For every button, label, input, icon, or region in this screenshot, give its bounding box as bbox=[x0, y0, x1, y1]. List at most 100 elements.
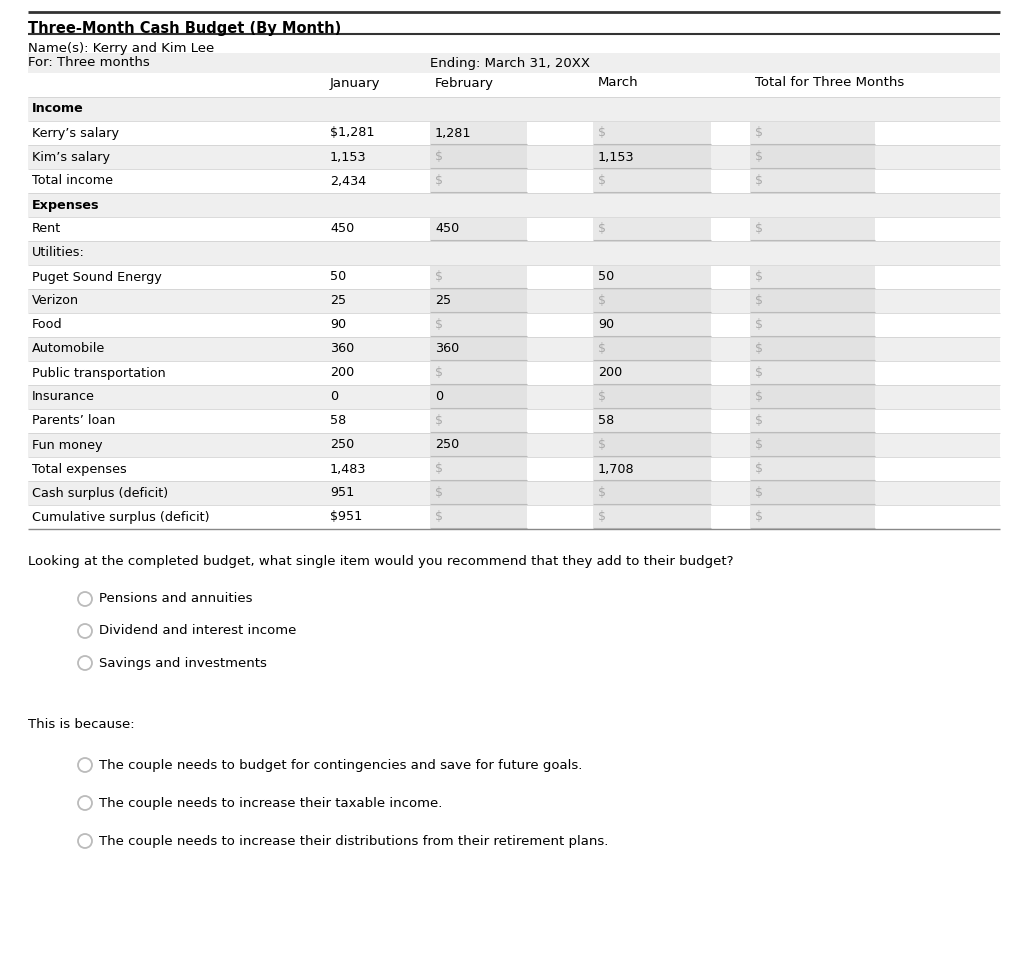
Text: Pensions and annuities: Pensions and annuities bbox=[99, 593, 253, 605]
Bar bbox=[750, 482, 874, 504]
Bar bbox=[430, 458, 527, 480]
Bar bbox=[750, 290, 874, 312]
Text: $: $ bbox=[755, 390, 763, 404]
Text: 25: 25 bbox=[435, 294, 452, 308]
Bar bbox=[430, 386, 527, 408]
Text: 58: 58 bbox=[330, 415, 346, 427]
Text: 951: 951 bbox=[330, 487, 354, 499]
Text: February: February bbox=[435, 76, 494, 90]
Bar bbox=[750, 146, 874, 168]
Text: $: $ bbox=[598, 174, 606, 188]
Text: $: $ bbox=[755, 415, 763, 427]
Text: 0: 0 bbox=[435, 390, 443, 404]
Text: Public transportation: Public transportation bbox=[32, 366, 166, 380]
Text: Food: Food bbox=[32, 318, 62, 332]
Text: 360: 360 bbox=[330, 342, 354, 356]
Bar bbox=[750, 434, 874, 456]
Bar bbox=[593, 266, 711, 288]
Text: Total expenses: Total expenses bbox=[32, 463, 127, 475]
Text: Kim’s salary: Kim’s salary bbox=[32, 150, 110, 164]
Bar bbox=[28, 289, 1000, 313]
Bar bbox=[430, 170, 527, 192]
Text: $: $ bbox=[755, 511, 763, 523]
Text: Automobile: Automobile bbox=[32, 342, 105, 356]
Text: 360: 360 bbox=[435, 342, 459, 356]
Text: $: $ bbox=[435, 415, 443, 427]
Text: Cash surplus (deficit): Cash surplus (deficit) bbox=[32, 487, 168, 499]
Text: March: March bbox=[598, 76, 639, 90]
Text: The couple needs to increase their distributions from their retirement plans.: The couple needs to increase their distr… bbox=[99, 835, 608, 847]
Bar bbox=[750, 218, 874, 240]
Bar bbox=[593, 122, 711, 144]
Text: 450: 450 bbox=[435, 223, 459, 235]
Bar bbox=[28, 241, 1000, 265]
Text: $: $ bbox=[435, 318, 443, 332]
Text: Ending: March 31, 20XX: Ending: March 31, 20XX bbox=[430, 57, 590, 69]
Text: $: $ bbox=[435, 511, 443, 523]
Text: 50: 50 bbox=[330, 271, 346, 283]
Text: Looking at the completed budget, what single item would you recommend that they : Looking at the completed budget, what si… bbox=[28, 554, 733, 568]
Text: Total income: Total income bbox=[32, 174, 113, 188]
Text: 250: 250 bbox=[330, 439, 354, 451]
Text: Total for Three Months: Total for Three Months bbox=[755, 76, 904, 90]
Text: 250: 250 bbox=[435, 439, 459, 451]
Bar bbox=[430, 266, 527, 288]
Bar bbox=[750, 314, 874, 336]
Bar bbox=[28, 97, 1000, 121]
Bar bbox=[28, 53, 1000, 73]
Bar bbox=[593, 482, 711, 504]
Bar bbox=[750, 506, 874, 528]
Text: $: $ bbox=[598, 487, 606, 499]
Text: 450: 450 bbox=[330, 223, 354, 235]
Text: 1,153: 1,153 bbox=[598, 150, 635, 164]
Bar bbox=[430, 434, 527, 456]
Bar bbox=[28, 145, 1000, 169]
Bar bbox=[593, 218, 711, 240]
Text: $: $ bbox=[435, 487, 443, 499]
Text: Rent: Rent bbox=[32, 223, 61, 235]
Text: $: $ bbox=[755, 318, 763, 332]
Text: $: $ bbox=[598, 390, 606, 404]
Text: $: $ bbox=[755, 174, 763, 188]
Bar bbox=[750, 362, 874, 384]
Text: $: $ bbox=[598, 342, 606, 356]
Text: $: $ bbox=[598, 294, 606, 308]
Bar bbox=[430, 506, 527, 528]
Bar bbox=[750, 386, 874, 408]
Text: 200: 200 bbox=[598, 366, 623, 380]
Bar bbox=[430, 314, 527, 336]
Text: $: $ bbox=[435, 463, 443, 475]
Text: 1,153: 1,153 bbox=[330, 150, 367, 164]
Text: 90: 90 bbox=[598, 318, 614, 332]
Text: Expenses: Expenses bbox=[32, 199, 99, 211]
Text: $: $ bbox=[755, 439, 763, 451]
Text: This is because:: This is because: bbox=[28, 718, 134, 732]
Text: $: $ bbox=[755, 126, 763, 140]
Text: $: $ bbox=[598, 126, 606, 140]
Bar bbox=[28, 433, 1000, 457]
Bar bbox=[593, 290, 711, 312]
Text: Cumulative surplus (deficit): Cumulative surplus (deficit) bbox=[32, 511, 210, 523]
Text: $: $ bbox=[755, 271, 763, 283]
Bar bbox=[750, 266, 874, 288]
Bar bbox=[750, 338, 874, 360]
Text: $1,281: $1,281 bbox=[330, 126, 375, 140]
Bar bbox=[593, 434, 711, 456]
Text: $: $ bbox=[598, 511, 606, 523]
Bar bbox=[430, 290, 527, 312]
Text: $: $ bbox=[755, 150, 763, 164]
Text: $: $ bbox=[755, 223, 763, 235]
Bar bbox=[28, 481, 1000, 505]
Bar bbox=[750, 458, 874, 480]
Text: $: $ bbox=[755, 366, 763, 380]
Text: $: $ bbox=[598, 223, 606, 235]
Bar bbox=[593, 386, 711, 408]
Text: For: Three months: For: Three months bbox=[28, 57, 150, 69]
Text: Verizon: Verizon bbox=[32, 294, 79, 308]
Text: $: $ bbox=[755, 463, 763, 475]
Text: 58: 58 bbox=[598, 415, 614, 427]
Text: $: $ bbox=[435, 271, 443, 283]
Text: $: $ bbox=[435, 150, 443, 164]
Bar bbox=[593, 506, 711, 528]
Text: January: January bbox=[330, 76, 381, 90]
